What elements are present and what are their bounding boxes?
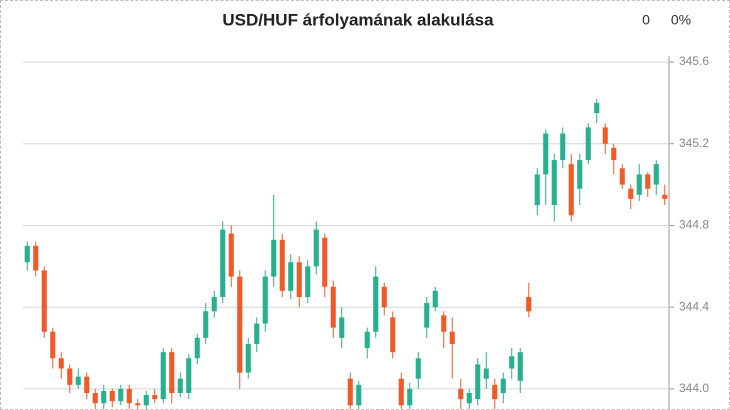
candle-body [594, 102, 600, 114]
candle-body [662, 194, 668, 199]
candle-body [330, 286, 336, 328]
candle-body [517, 352, 523, 381]
y-tick-label: 345.2 [679, 136, 709, 150]
candle-body [441, 315, 447, 332]
candle-body [509, 356, 515, 369]
candle-body [602, 127, 608, 144]
candle-body [288, 262, 294, 291]
candle-body [41, 270, 47, 332]
candle-body [364, 331, 370, 349]
candle-body [653, 164, 659, 185]
candle-body [109, 390, 115, 402]
candle-body [526, 296, 532, 312]
candle-body [262, 276, 268, 324]
candle-body [407, 388, 413, 406]
candle-body [101, 390, 107, 404]
candle-body [449, 331, 455, 344]
y-tick-label: 344.4 [679, 299, 709, 313]
candle-body [475, 364, 481, 400]
candle-body [322, 237, 328, 287]
candle-body [356, 384, 362, 406]
candle-body [415, 358, 421, 379]
candle-body [237, 276, 243, 373]
candle-body [75, 376, 81, 385]
candle-body [313, 229, 319, 267]
candle-body [398, 378, 404, 406]
candle-body [500, 378, 506, 394]
candle-body [381, 286, 387, 308]
candle-body [58, 358, 64, 369]
candle-body [619, 168, 625, 185]
candle-body [169, 352, 175, 394]
y-tick-label: 344.8 [679, 218, 709, 232]
candle-body [611, 147, 617, 161]
candle-body [118, 388, 124, 402]
candle-body [296, 262, 302, 297]
candle-body [92, 393, 98, 404]
candle-body [160, 352, 166, 400]
y-tick-label: 345.6 [679, 54, 709, 68]
candle-body [228, 233, 234, 277]
candle-body [432, 290, 438, 308]
chart-title: USD/HUF árfolyamának alakulása [222, 10, 494, 29]
candle-body [271, 239, 277, 277]
candle-body [373, 276, 379, 332]
candle-body [186, 358, 192, 394]
candle-body [483, 368, 489, 379]
candle-body [492, 384, 498, 400]
candle-body [390, 317, 396, 353]
candle-body [636, 174, 642, 195]
candle-body [245, 343, 251, 373]
candle-body [305, 266, 311, 297]
candle-body [458, 388, 464, 400]
candle-body [254, 323, 260, 344]
candle-body [84, 376, 90, 394]
change-percent: 0% [671, 12, 691, 28]
candle-body [135, 403, 141, 406]
candle-body [211, 296, 217, 312]
candle-body [203, 311, 209, 338]
candle-body [534, 174, 540, 206]
change: 0 [642, 12, 650, 28]
candle-body [347, 378, 353, 406]
candle-body [628, 188, 634, 199]
candle-body [279, 239, 285, 291]
candle-body [339, 317, 345, 338]
candle-body [645, 174, 651, 189]
candle-body [152, 395, 158, 400]
candle-body [24, 245, 30, 263]
candle-body [577, 160, 583, 189]
candle-body [33, 245, 39, 271]
candle-body [194, 337, 200, 359]
candle-body [466, 393, 472, 404]
candle-body [126, 388, 132, 404]
candle-body [177, 378, 183, 394]
y-tick-label: 344.0 [679, 381, 709, 395]
candle-body [67, 368, 73, 385]
candle-body [568, 164, 574, 216]
candle-body [220, 229, 226, 297]
candle-body [50, 331, 56, 359]
candle-body [143, 395, 149, 406]
candle-body [560, 133, 566, 161]
candle-body [551, 160, 557, 206]
candle-body [585, 127, 591, 161]
candle-body [543, 133, 549, 175]
candle-body [424, 303, 430, 328]
